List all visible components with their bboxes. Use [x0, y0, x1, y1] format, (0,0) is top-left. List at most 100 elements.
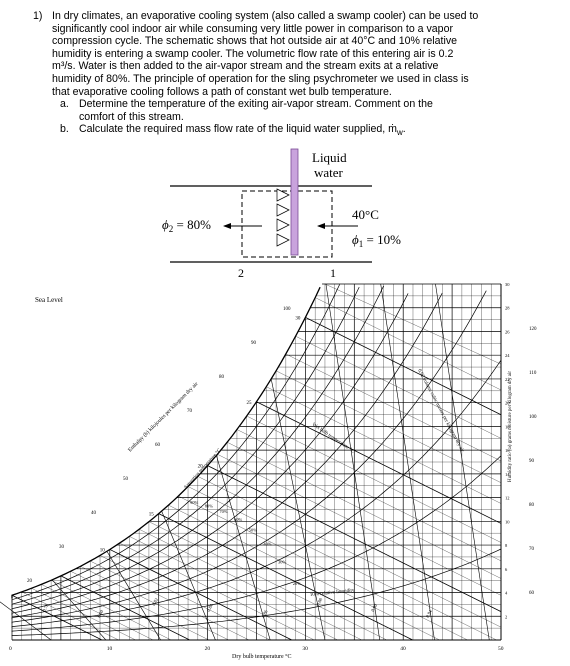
wet-bulb-line — [168, 504, 440, 641]
volume-line — [380, 283, 435, 641]
wet-bulb-line — [90, 560, 250, 641]
humidity-tick-label: 24 — [505, 353, 510, 358]
part-b: b. Calculate the required mass flow rate… — [60, 123, 406, 138]
volume-line — [270, 378, 326, 641]
psychrometric-chart: 0 10 20 30 40 50 30 28 26 24 22 20 18 16 14 12 10 8 6 4 2 120… — [0, 282, 537, 660]
rh-curve — [11, 284, 340, 603]
humidity-tick-label: 18 — [505, 424, 510, 429]
wet-bulb-line — [21, 591, 119, 641]
humidity-tick-label: 28 — [505, 306, 510, 311]
rh-tick-label: 70% — [219, 509, 228, 514]
volume-line — [0, 601, 52, 641]
wet-bulb-line — [227, 442, 502, 579]
x-tick-label: 30 — [302, 646, 308, 652]
humidity-tick-label: 20 — [505, 401, 510, 406]
rh-curve — [11, 292, 443, 620]
water-pipe — [290, 148, 299, 256]
chart-grid — [11, 283, 502, 641]
humidity-tick-label: 2 — [505, 614, 507, 619]
enthalpy-right-tick: 100 — [529, 415, 537, 420]
wet-bulb-line — [295, 336, 502, 439]
volume-line — [325, 283, 381, 641]
humidity-tick-label: 12 — [505, 496, 510, 501]
rh-curve — [11, 286, 360, 607]
enthalpy-right-tick: 60 — [529, 591, 535, 596]
rh-curve — [11, 285, 384, 611]
control-volume-boundary — [241, 190, 333, 258]
volume-line — [106, 551, 161, 641]
wet-bulb-line — [158, 513, 413, 641]
wet-bulb-line — [11, 594, 103, 641]
enthalpy-right-tick: 110 — [529, 371, 537, 376]
wet-bulb-line — [41, 584, 154, 641]
enthalpy-right-tick: 80 — [529, 503, 535, 508]
wet-bulb-line — [99, 555, 271, 641]
humidity-tick-label: 10 — [505, 519, 510, 524]
x-tick-label: 0 — [9, 646, 12, 652]
enthalpy-tick-label: 50 — [123, 477, 129, 482]
humidity-tick-label: 6 — [505, 567, 508, 572]
volume-line — [51, 579, 107, 641]
volume-tick-label: 0.78 — [41, 603, 49, 613]
humidity-tick-label: 4 — [505, 591, 508, 596]
rh-curve — [11, 290, 487, 624]
wet-bulb-line — [236, 429, 502, 562]
rh-tick-label: 40% — [263, 542, 272, 547]
wet-bulb-line — [109, 549, 292, 641]
volume-tick-label: 0.86 — [260, 609, 268, 619]
humidity-tick-label: 14 — [505, 472, 510, 477]
x-tick-label: 20 — [205, 646, 211, 652]
wet-bulb-line — [178, 495, 468, 641]
x-tick-label: 10 — [107, 646, 113, 652]
enthalpy-right-tick: 70 — [529, 547, 535, 552]
volume-label: 0.92 volume cubic meters per kilogram dr… — [416, 369, 464, 454]
sea-level-label: Sea Level — [35, 296, 63, 304]
wet-bulb-tick-label: 30 — [295, 316, 301, 321]
wet-bulb-tick-label: 10 — [100, 548, 106, 553]
outlet-humidity: ϕ2 = 80% — [162, 217, 211, 234]
wet-bulb-line — [207, 465, 502, 612]
enthalpy-right-tick: 120 — [529, 327, 537, 332]
problem-statement: 1) In dry climates, an evaporative cooli… — [33, 10, 552, 140]
wet-bulb-line — [51, 580, 172, 641]
rh-label: 10% relative humidity — [310, 588, 355, 598]
wet-bulb-line — [217, 454, 502, 596]
saturation-curve — [11, 286, 321, 599]
volume-tick-label: 0.84 — [206, 603, 214, 613]
volume-tick-label: 0.82 — [151, 597, 159, 606]
chart-skew-lines — [0, 283, 502, 641]
right-axis-label: Humidity ratio (ω) grams moisture per ki… — [508, 371, 513, 482]
volume-tick-label: 0.80 — [96, 609, 104, 619]
volume-tick-label: 0.88 — [315, 597, 323, 607]
wet-bulb-line — [246, 415, 502, 543]
chart-rh-curves — [11, 284, 502, 636]
humidity-tick-label: 22 — [505, 377, 510, 382]
volume-tick-label: 0.94 — [425, 609, 433, 619]
x-tick-label: 50 — [498, 646, 504, 652]
water-label-line1: Liquid — [312, 150, 347, 165]
enthalpy-tick-label: 40 — [91, 511, 97, 516]
rh-tick-label: 80% — [205, 503, 214, 508]
rh-curve — [11, 360, 502, 628]
wet-bulb-tick-label: 20 — [198, 465, 204, 470]
enthalpy-tick-label: 100 — [283, 307, 291, 312]
x-axis-label: Dry bulb temperature °C — [232, 653, 292, 660]
inlet-humidity: ϕ1 = 10% — [352, 232, 401, 249]
enthalpy-tick-label: 30 — [59, 545, 65, 550]
humidity-tick-label: 16 — [505, 448, 510, 453]
water-spray-icon — [276, 188, 290, 247]
saturation-temp-label: Saturation temperature °C — [184, 448, 223, 491]
humidity-tick-label: 30 — [505, 282, 510, 287]
inlet-temperature: 40°C — [352, 207, 379, 222]
part-a: a. Determine the temperature of the exit… — [60, 98, 433, 123]
wet-bulb-line — [315, 297, 502, 391]
enthalpy-tick-label: 80 — [219, 375, 225, 380]
wet-bulb-line — [60, 575, 190, 641]
wet-bulb-line — [275, 370, 502, 483]
wet-bulb-line — [256, 401, 502, 524]
rh-tick-label: 50% — [249, 528, 258, 533]
enthalpy-tick-label: 70 — [187, 409, 193, 414]
rh-curve — [11, 293, 409, 616]
state-1-label: 1 — [330, 266, 336, 280]
enthalpy-tick-label: 60 — [155, 443, 161, 448]
